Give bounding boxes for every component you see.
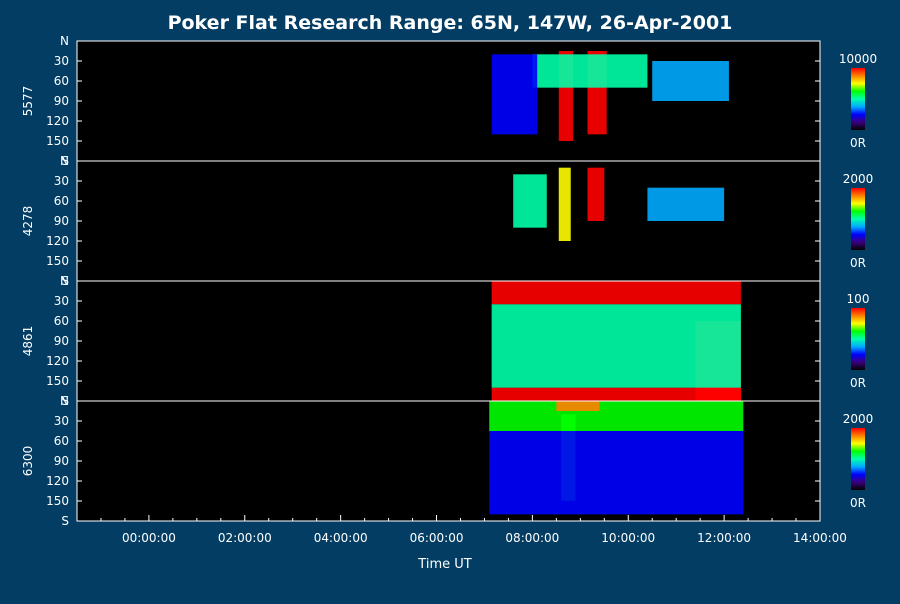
intensity-band (491, 281, 741, 305)
color-bar (851, 68, 865, 130)
panel-5577: N 30 60 90 120 150 S 5577 10000 0R (21, 34, 877, 168)
y-tick-label: S (61, 394, 69, 408)
color-bar-max-label: 10000 (839, 52, 877, 66)
panel-wavelength-label: 4861 (21, 326, 35, 357)
y-tick-label: 120 (46, 474, 69, 488)
y-tick-label: 60 (54, 314, 69, 328)
y-tick-label: S (61, 274, 69, 288)
y-tick-label: 30 (54, 414, 69, 428)
x-tick-label: 08:00:00 (505, 531, 559, 545)
intensity-band (491, 304, 741, 388)
color-bar-max-label: 2000 (843, 412, 874, 426)
y-tick-label: 60 (54, 74, 69, 88)
y-tick-label: 30 (54, 174, 69, 188)
y-tick-label: 150 (46, 374, 69, 388)
intensity-band (489, 401, 744, 431)
color-bar (851, 428, 865, 490)
y-tick-label: S (61, 514, 69, 528)
color-bar (851, 188, 865, 250)
intensity-band (491, 387, 741, 401)
x-tick-label: 12:00:00 (697, 531, 751, 545)
y-tick-label: 150 (46, 134, 69, 148)
color-bar-min-label: 0R (850, 376, 866, 390)
y-tick-label: 120 (46, 234, 69, 248)
intensity-band (652, 61, 729, 101)
x-tick-label: 04:00:00 (314, 531, 368, 545)
x-axis: 00:00:00 02:00:00 04:00:00 06:00:00 08:00:00… (76, 515, 847, 545)
color-bar-min-label: 0R (850, 256, 866, 270)
x-tick-label: 02:00:00 (218, 531, 272, 545)
color-bar-max-label: 100 (847, 292, 870, 306)
intensity-band (558, 167, 571, 241)
intensity-band (532, 54, 648, 88)
panel-4861: N 30 60 90 120 150 S 4861 100 0R (21, 274, 869, 408)
panel-wavelength-label: 4278 (21, 206, 35, 237)
intensity-band (556, 401, 600, 411)
y-tick-label: 90 (54, 454, 69, 468)
x-tick-label: 14:00:00 (793, 531, 847, 545)
intensity-band (513, 174, 547, 228)
color-bar-min-label: 0R (850, 136, 866, 150)
y-tick-label: N (60, 274, 69, 288)
panel-6300: N 30 60 90 120 150 S 6300 2000 0R (21, 394, 873, 528)
x-axis-label: Time UT (417, 557, 471, 572)
intensity-band (587, 167, 605, 221)
y-tick-label: N (60, 34, 69, 48)
x-tick-label: 06:00:00 (410, 531, 464, 545)
panel-wavelength-label: 5577 (21, 86, 35, 117)
y-tick-label: 90 (54, 334, 69, 348)
panels-layer: N 30 60 90 120 150 S 5577 10000 0R N 30 60 90 120 150 S 4… (21, 34, 877, 528)
y-tick-label: 60 (54, 194, 69, 208)
chart-title: Poker Flat Research Range: 65N, 147W, 26… (168, 12, 733, 34)
y-tick-label: 150 (46, 494, 69, 508)
y-tick-label: 150 (46, 254, 69, 268)
y-tick-label: 90 (54, 94, 69, 108)
intensity-band (647, 187, 725, 221)
y-tick-label: N (60, 394, 69, 408)
y-tick-label: 60 (54, 434, 69, 448)
color-bar-min-label: 0R (850, 496, 866, 510)
y-tick-label: 90 (54, 214, 69, 228)
panel-wavelength-label: 6300 (21, 446, 35, 477)
color-bar (851, 308, 865, 370)
x-tick-label: 10:00:00 (601, 531, 655, 545)
y-tick-label: S (61, 154, 69, 168)
y-tick-label: 120 (46, 354, 69, 368)
intensity-band (489, 431, 744, 515)
y-tick-label: 120 (46, 114, 69, 128)
x-tick-label: 00:00:00 (122, 531, 176, 545)
y-tick-label: 30 (54, 54, 69, 68)
intensity-band (491, 54, 538, 135)
y-tick-label: N (60, 154, 69, 168)
panel-4278: N 30 60 90 120 150 S 4278 2000 0R (21, 154, 873, 288)
color-bar-max-label: 2000 (843, 172, 874, 186)
y-tick-label: 30 (54, 294, 69, 308)
